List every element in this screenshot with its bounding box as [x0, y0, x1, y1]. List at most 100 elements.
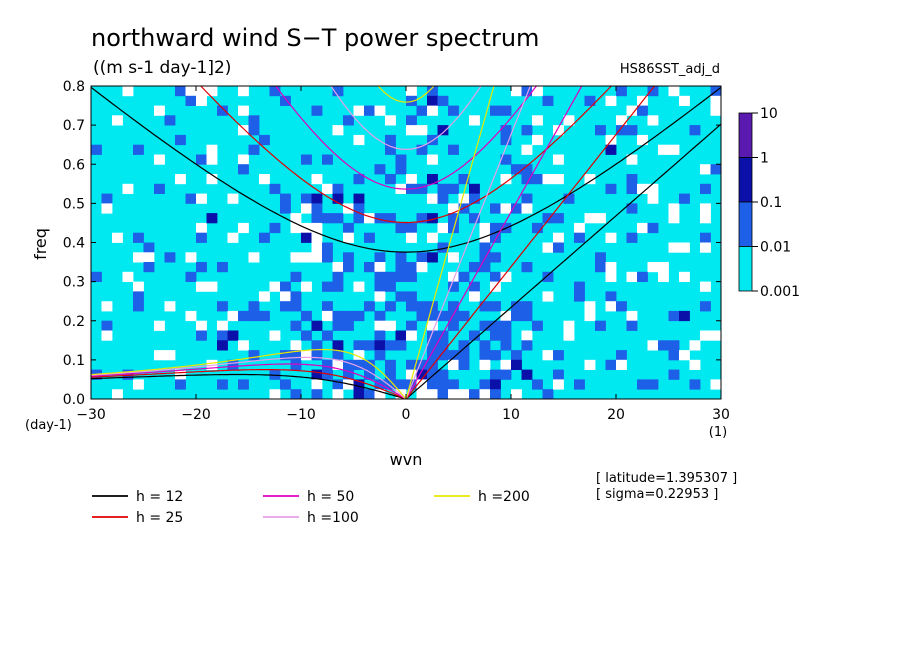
spectrum-cell	[668, 350, 680, 361]
spectrum-cell	[542, 242, 554, 253]
spectrum-cell	[553, 232, 564, 243]
spectrum-cell	[343, 369, 354, 380]
spectrum-cell	[584, 174, 596, 185]
spectrum-cell	[406, 320, 417, 331]
spectrum-cell	[500, 134, 512, 146]
spectrum-cell	[238, 340, 249, 351]
spectrum-cell	[248, 310, 260, 322]
spectrum-cell	[343, 252, 354, 263]
spectrum-cell	[175, 379, 186, 390]
colorbar: 10 1 0.1 0.01 0.001	[738, 106, 800, 300]
spectrum-cell	[311, 242, 323, 253]
spectrum-cell	[332, 262, 344, 273]
spectrum-cell	[521, 174, 533, 185]
spectrum-cell	[563, 115, 575, 126]
spectrum-cell	[333, 399, 344, 409]
spectrum-cell	[280, 291, 291, 302]
spectrum-cell	[238, 86, 249, 97]
spectrum-cell	[469, 330, 480, 341]
spectrum-cell	[238, 164, 249, 175]
kelvin-curve-h100	[405, 86, 531, 399]
spectrum-cell	[521, 164, 533, 175]
spectrum-cell	[322, 183, 333, 194]
spectrum-cell	[584, 310, 596, 322]
spectrum-cell	[217, 105, 228, 116]
spectrum-cell	[143, 252, 155, 263]
spectrum-cell	[416, 389, 428, 399]
x-tick-label: 30	[712, 407, 730, 423]
spectrum-cell	[322, 213, 333, 224]
spectrum-cell	[395, 291, 407, 302]
spectrum-cell	[427, 232, 438, 243]
spectrum-cell	[374, 340, 386, 351]
spectrum-cell	[343, 232, 354, 243]
chart-subtitle: ((m s-1 day-1]2)	[93, 58, 231, 78]
spectrum-cell	[248, 115, 260, 126]
x-unit-label: (1)	[709, 425, 727, 440]
spectrum-cell	[458, 350, 470, 361]
spectrum-cell	[469, 399, 480, 409]
spectrum-cell	[469, 389, 480, 399]
spectrum-cell	[647, 262, 659, 273]
spectrum-cell	[553, 213, 564, 224]
spectrum-cell	[542, 389, 554, 399]
spectrum-cell	[437, 193, 449, 204]
spectrum-cell	[437, 350, 449, 361]
spectrum-cell	[469, 193, 480, 204]
spectrum-cell	[332, 281, 344, 292]
spectrum-cell	[122, 271, 134, 282]
spectrum-cell	[448, 203, 459, 214]
x-tick-label: 20	[607, 407, 625, 423]
spectrum-cell	[406, 115, 417, 126]
spectrum-cell	[647, 340, 659, 351]
spectrum-cell	[658, 262, 669, 273]
spectrum-cell	[112, 389, 123, 399]
spectrum-cell	[626, 105, 638, 116]
legend-label-h50: h = 50	[307, 489, 354, 505]
spectrum-cell	[385, 115, 396, 126]
spectrum-cell	[248, 350, 260, 361]
y-tick-label: 0.3	[63, 275, 85, 291]
spectrum-cell	[332, 379, 344, 390]
y-tick-label: 0.0	[63, 392, 85, 408]
spectrum-cell	[395, 262, 407, 273]
spectrum-cell	[479, 320, 491, 331]
spectrum-cell	[301, 310, 312, 322]
spectrum-cell	[311, 320, 323, 331]
kelvin-curve-h12	[405, 123, 721, 399]
spectrum-cell	[479, 301, 491, 312]
spectrum-cell	[427, 105, 438, 116]
spectrum-cell	[448, 301, 459, 312]
spectrum-cell	[311, 174, 323, 185]
spectrum-cell	[311, 252, 323, 263]
spectrum-cell	[385, 144, 396, 155]
spectrum-cell	[647, 222, 659, 234]
spectrum-cell	[154, 183, 165, 194]
colorbar-segment	[738, 246, 753, 292]
spectrum-cell	[290, 320, 302, 331]
spectrum-cell	[511, 301, 522, 312]
spectrum-cell	[311, 203, 323, 214]
spectrum-cell	[605, 183, 617, 194]
spectrum-cell	[343, 359, 354, 370]
plot-area	[90, 85, 722, 409]
spectrum-cell	[479, 340, 491, 351]
sigma-info: [ sigma=0.22953 ]	[596, 487, 718, 502]
spectrum-cell	[637, 222, 648, 234]
spectrum-cell	[353, 213, 365, 224]
spectrum-cell	[374, 262, 386, 273]
spectrum-cell	[542, 291, 554, 302]
spectrum-cell	[616, 115, 627, 126]
spectrum-cell	[437, 310, 449, 322]
spectrum-cell	[91, 144, 102, 155]
spectrum-cell	[185, 252, 197, 263]
spectrum-cell	[196, 320, 207, 331]
spectrum-cell	[458, 340, 470, 351]
spectrum-cell	[469, 281, 480, 292]
chart-title: northward wind S−T power spectrum	[91, 24, 539, 52]
spectrum-cell	[206, 86, 218, 97]
x-tick-label: 10	[502, 407, 520, 423]
spectrum-cell	[322, 310, 333, 322]
y-axis-label: freq	[31, 228, 50, 260]
spectrum-cell	[511, 203, 522, 214]
